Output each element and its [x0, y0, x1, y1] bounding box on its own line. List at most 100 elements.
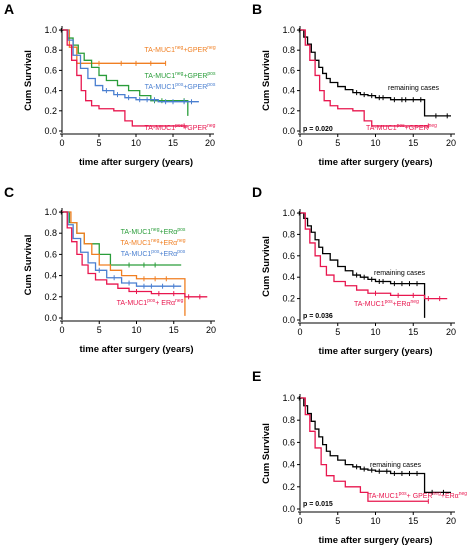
x-tick-label-d-1: 5 [335, 327, 340, 337]
x-tick-label-e-2: 10 [370, 516, 380, 526]
panel-b: B 0.0 0.2 0.4 0.6 0.8 1.0 0 5 10 15 20 time after su… [252, 1, 456, 168]
y-axis-label-b: Cum Survival [261, 50, 272, 111]
x-tick-label-d-0: 0 [297, 327, 302, 337]
x-axis-label-a: time after surgery (years) [79, 157, 193, 168]
y-tick-label-e-1: 0.2 [282, 482, 295, 492]
x-tick-label-c-1: 5 [97, 325, 102, 335]
panel-e: E 0.0 0.2 0.4 0.6 0.8 1.0 0 5 10 15 20 time after su… [252, 368, 456, 546]
y-tick-label-d-5: 1.0 [282, 208, 295, 218]
legend-label-e-2: TA-MUC1pos+ GPERneg+ERαneg [368, 491, 467, 500]
panel-letter-b: B [252, 1, 262, 17]
x-tick-label-b-2: 10 [370, 138, 380, 148]
legend-label-c-3: TA-MUC1pos+ERαpos [121, 249, 186, 258]
p-value-e: p = 0.015 [303, 501, 333, 508]
x-tick-label-e-0: 0 [297, 516, 302, 526]
y-tick-label-c-0: 0.0 [44, 313, 57, 323]
y-tick-label-d-4: 0.8 [282, 229, 295, 239]
y-axis-label-e: Cum Survival [261, 423, 272, 484]
series-line-a-2 [62, 29, 189, 116]
y-tick-label-d-1: 0.2 [282, 294, 295, 304]
y-tick-label-a-3: 0.6 [44, 65, 57, 75]
series-line-e-2 [300, 397, 429, 502]
panel-d: D 0.0 0.2 0.4 0.6 0.8 1.0 0 5 10 15 20 time after su… [252, 184, 456, 357]
series-line-d-2 [300, 212, 448, 300]
series-line-b-1 [300, 29, 451, 117]
x-tick-label-a-1: 5 [96, 138, 101, 148]
legend-label-a-4: TA-MUC1pos+GPERneg [145, 123, 216, 132]
y-tick-label-b-0: 0.0 [282, 126, 295, 136]
x-axis-label-b: time after surgery (years) [318, 157, 432, 168]
x-tick-label-b-4: 20 [446, 138, 456, 148]
y-axis-label-d: Cum Survival [261, 236, 272, 297]
y-tick-label-d-0: 0.0 [282, 315, 295, 325]
legend-label-a-3: TA-MUC1pos+GPERpos [145, 82, 216, 91]
legend-label-a-2: TA-MUC1neg+GPERpos [145, 71, 216, 80]
series-line-c-4 [62, 211, 208, 298]
start-cross-b: + [297, 26, 302, 36]
y-tick-label-e-3: 0.6 [282, 437, 295, 447]
y-tick-label-d-2: 0.4 [282, 272, 295, 282]
x-tick-label-c-3: 15 [169, 325, 179, 335]
y-tick-label-a-5: 1.0 [44, 25, 57, 35]
y-tick-label-b-1: 0.2 [282, 106, 295, 116]
x-tick-label-a-2: 10 [131, 138, 141, 148]
y-tick-label-e-0: 0.0 [282, 504, 295, 514]
y-tick-label-c-4: 0.8 [44, 228, 57, 238]
legend-label-c-2: TA-MUC1neg+ERαneg [120, 238, 185, 247]
panel-c: C 0.0 0.2 0.4 0.6 0.8 1.0 0 5 10 15 20 time after su… [4, 184, 216, 355]
y-tick-label-b-3: 0.6 [282, 65, 295, 75]
x-tick-label-b-3: 15 [408, 138, 418, 148]
x-tick-label-e-1: 5 [335, 516, 340, 526]
y-tick-label-a-4: 0.8 [44, 45, 57, 55]
y-tick-label-b-5: 1.0 [282, 25, 295, 35]
y-tick-label-b-2: 0.4 [282, 86, 295, 96]
x-tick-label-c-2: 10 [131, 325, 141, 335]
legend-label-b-1: remaining cases [388, 85, 439, 92]
series-line-d-1 [300, 212, 426, 318]
start-cross-c: + [59, 208, 64, 218]
x-tick-label-a-4: 20 [205, 138, 215, 148]
series-line-e-1 [300, 397, 451, 493]
x-tick-label-d-3: 15 [408, 327, 418, 337]
x-tick-label-a-3: 15 [168, 138, 178, 148]
panel-letter-c: C [4, 184, 14, 200]
panel-letter-e: E [252, 368, 261, 384]
x-tick-label-b-1: 5 [335, 138, 340, 148]
series-line-a-3 [62, 29, 199, 103]
x-axis-label-c: time after surgery (years) [79, 344, 193, 355]
x-tick-label-a-0: 0 [59, 138, 64, 148]
y-tick-label-a-1: 0.2 [44, 106, 57, 116]
x-tick-label-e-3: 15 [408, 516, 418, 526]
series-line-c-3 [62, 211, 182, 287]
y-tick-label-a-0: 0.0 [44, 126, 57, 136]
x-tick-label-d-4: 20 [446, 327, 456, 337]
y-axis-label-c: Cum Survival [23, 235, 34, 296]
p-value-b: p = 0.020 [303, 126, 333, 133]
legend-label-b-2: TA-MUC1pos+GPERneg [366, 123, 437, 132]
x-tick-label-d-2: 10 [370, 327, 380, 337]
panel-letter-a: A [4, 1, 14, 17]
x-tick-label-c-4: 20 [206, 325, 216, 335]
x-axis-label-d: time after surgery (years) [318, 346, 432, 357]
legend-label-c-1: TA-MUC1neg+ERαpos [121, 227, 186, 236]
series-line-a-1 [62, 29, 166, 64]
y-tick-label-a-2: 0.4 [44, 86, 57, 96]
y-tick-label-d-3: 0.6 [282, 251, 295, 261]
y-tick-label-c-3: 0.6 [44, 249, 57, 259]
start-cross-e: + [297, 394, 302, 404]
y-tick-label-c-1: 0.2 [44, 292, 57, 302]
y-tick-label-c-2: 0.4 [44, 271, 57, 281]
x-tick-label-b-0: 0 [297, 138, 302, 148]
y-tick-label-b-4: 0.8 [282, 45, 295, 55]
y-tick-label-e-5: 1.0 [282, 393, 295, 403]
y-tick-label-e-4: 0.8 [282, 415, 295, 425]
legend-label-a-1: TA-MUC1neg+GPERneg [144, 45, 215, 54]
x-axis-label-e: time after surgery (years) [318, 535, 432, 546]
x-tick-label-c-0: 0 [59, 325, 64, 335]
p-value-d: p = 0.036 [303, 313, 333, 320]
panel-letter-d: D [252, 184, 262, 200]
legend-label-e-1: remaining cases [370, 462, 421, 469]
series-line-a-4 [62, 29, 188, 127]
legend-label-d-1: remaining cases [374, 270, 425, 277]
